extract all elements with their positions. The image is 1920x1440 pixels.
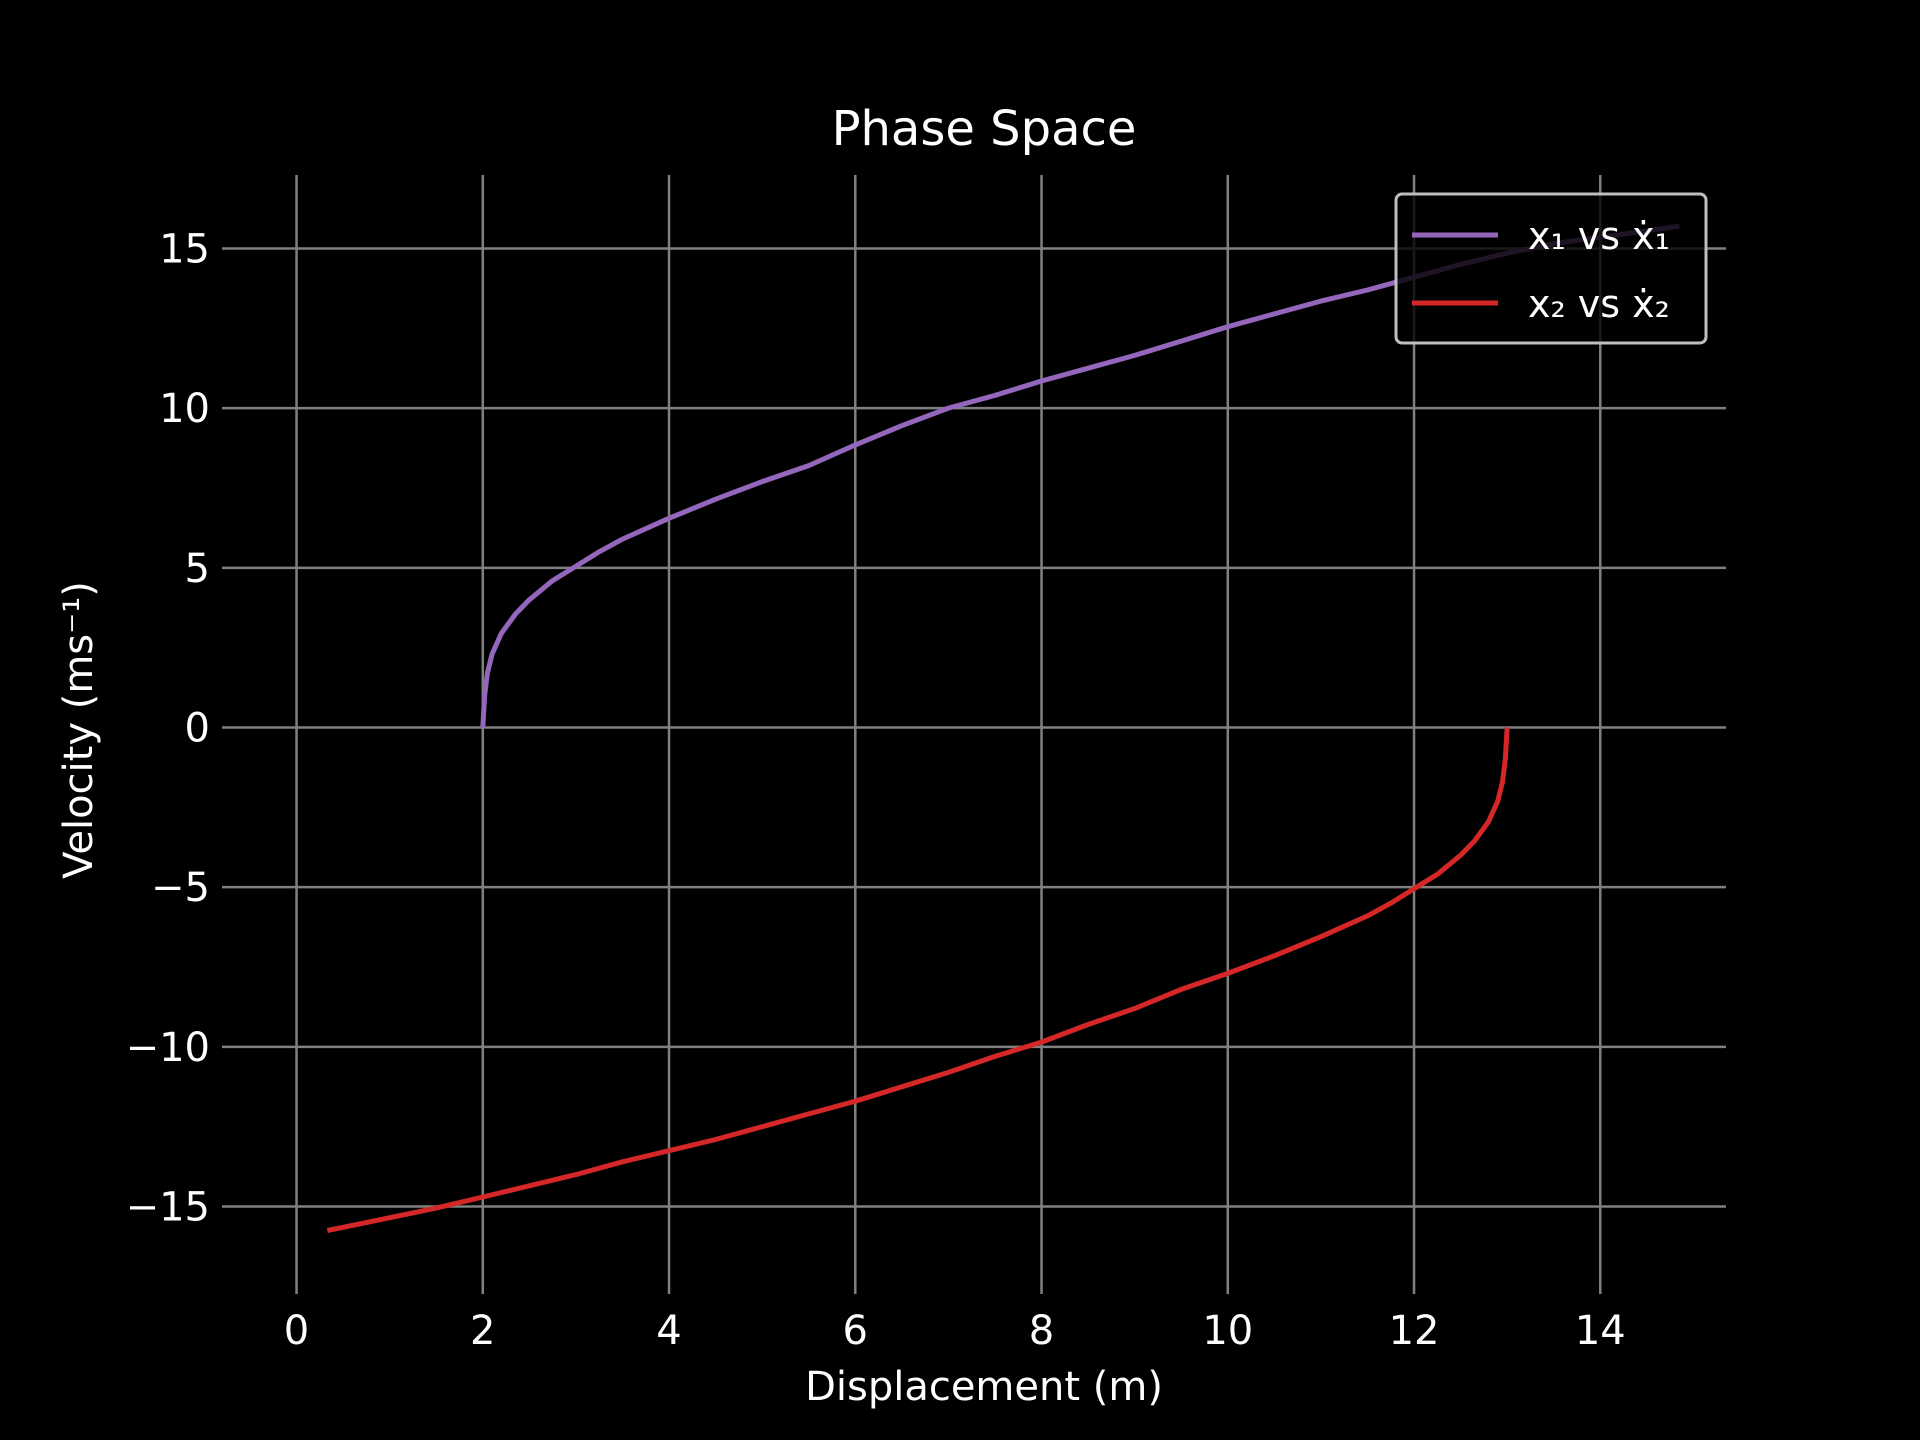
y-tick-label: −5: [151, 865, 210, 911]
grid: [222, 175, 1726, 1294]
x-tick-label: 6: [843, 1308, 868, 1354]
y-tick-label: −15: [126, 1185, 210, 1231]
y-tick-label: 0: [185, 706, 210, 752]
x-tick-label: 8: [1029, 1308, 1054, 1354]
series-line-2: [326, 727, 1510, 1233]
chart-title: Phase Space: [832, 101, 1137, 157]
y-axis-label: Velocity (ms⁻¹): [56, 581, 102, 879]
x-tick-label: 10: [1202, 1308, 1253, 1354]
y-tick-labels: 15 10 5 0 −5 −10 −15: [126, 226, 210, 1230]
x-tick-label: 12: [1389, 1308, 1440, 1354]
y-tick-label: 10: [159, 386, 210, 432]
x-tick-label: 0: [284, 1308, 309, 1354]
legend: x₁ vs ẋ₁ x₂ vs ẋ₂: [1394, 192, 1708, 345]
legend-box: [1394, 192, 1708, 345]
x-tick-label: 2: [470, 1308, 495, 1354]
legend-label-series-1: x₁ vs ẋ₁: [1528, 214, 1670, 258]
x-tick-labels: 0 2 4 6 8 10 12 14: [284, 1308, 1626, 1354]
x-tick-label: 14: [1575, 1308, 1626, 1354]
y-tick-label: 15: [159, 226, 210, 272]
legend-label-series-2: x₂ vs ẋ₂: [1528, 282, 1670, 326]
x-tick-label: 4: [656, 1308, 681, 1354]
y-tick-label: 5: [185, 546, 210, 592]
y-tick-label: −10: [126, 1025, 210, 1071]
x-axis-label: Displacement (m): [805, 1364, 1163, 1410]
